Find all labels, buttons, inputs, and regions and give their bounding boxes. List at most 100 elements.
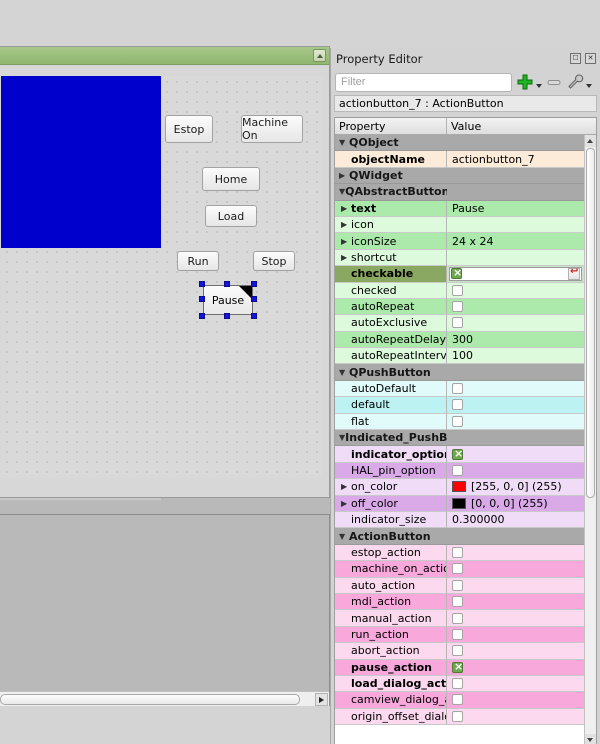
resize-handle-sw[interactable] [199, 313, 205, 319]
checkbox-unchecked-icon[interactable] [452, 563, 463, 575]
property-value[interactable] [447, 643, 584, 660]
pause-button[interactable]: Pause [203, 285, 253, 315]
property-row-autoRepeatDelay[interactable]: autoRepeatDelay 300 [335, 331, 584, 349]
property-value[interactable] [447, 544, 584, 562]
property-value[interactable] [447, 692, 584, 709]
property-value[interactable] [447, 364, 584, 381]
scroll-up-icon[interactable] [585, 135, 596, 147]
property-group-QWidget[interactable]: QWidget [335, 167, 584, 185]
checkbox-unchecked-icon[interactable] [452, 317, 463, 329]
add-plus-icon[interactable] [516, 72, 542, 92]
property-value[interactable]: actionbutton_7 [447, 151, 584, 168]
property-value[interactable]: Pause [447, 200, 584, 217]
scrollbar-thumb[interactable] [0, 694, 300, 705]
chevron-right-icon[interactable] [341, 220, 351, 229]
chevron-right-icon[interactable] [341, 482, 351, 491]
property-value[interactable] [447, 167, 584, 185]
scrollbar-thumb-vertical[interactable] [586, 148, 595, 498]
property-value[interactable] [447, 397, 584, 414]
property-row-manual_action[interactable]: manual_action [335, 610, 584, 627]
chevron-down-icon[interactable] [339, 368, 349, 377]
resize-handle-se[interactable] [251, 313, 257, 319]
property-group-QPushButton[interactable]: QPushButton [335, 364, 584, 381]
property-group-ActionButton[interactable]: ActionButton [335, 528, 584, 545]
property-row-text[interactable]: text Pause [335, 200, 584, 217]
form-button-home[interactable]: Home [202, 167, 260, 191]
resize-handle-ne[interactable] [251, 281, 257, 287]
scroll-down-icon[interactable] [585, 734, 596, 744]
chevron-right-icon[interactable] [339, 171, 349, 180]
property-value[interactable] [447, 577, 584, 594]
remove-dash-icon[interactable] [546, 72, 562, 92]
horizontal-scrollbar[interactable] [0, 691, 329, 706]
chevron-down-icon[interactable] [339, 138, 349, 147]
collapse-icon[interactable] [313, 49, 326, 62]
resize-handle-w[interactable] [199, 296, 205, 302]
property-value[interactable] [447, 266, 584, 283]
property-value[interactable] [447, 610, 584, 627]
form-button-stop[interactable]: Stop [253, 251, 295, 271]
property-value[interactable] [447, 413, 584, 431]
property-value[interactable] [447, 315, 584, 332]
property-value[interactable]: 300 [447, 331, 584, 349]
checkbox-unchecked-icon[interactable] [452, 678, 463, 690]
property-row-iconSize[interactable]: iconSize 24 x 24 [335, 233, 584, 250]
checkbox-unchecked-icon[interactable] [452, 284, 463, 296]
chevron-right-icon[interactable] [341, 499, 351, 508]
checkbox-unchecked-icon[interactable] [452, 645, 463, 657]
color-swatch[interactable] [452, 497, 466, 509]
property-value[interactable] [447, 430, 584, 447]
float-icon[interactable]: ☐ [570, 53, 581, 64]
checkbox-unchecked-icon[interactable] [452, 612, 463, 624]
property-value[interactable] [447, 626, 584, 644]
checkbox-checked-icon[interactable] [451, 266, 462, 280]
checkbox-unchecked-icon[interactable] [452, 399, 463, 411]
property-value[interactable]: 0.300000 [447, 511, 584, 529]
property-row-autoExclusive[interactable]: autoExclusive [335, 315, 584, 332]
property-group-QObject[interactable]: QObject [335, 135, 584, 152]
property-row-machine_on_action[interactable]: machine_on_action [335, 561, 584, 578]
property-group-Indicated_PushButton[interactable]: Indicated_PushButton [335, 430, 584, 447]
resize-handle-s[interactable] [224, 313, 230, 319]
property-row-origin_offset_dialog…[interactable]: origin_offset_dialog… [335, 708, 584, 726]
property-row-autoRepeatInterval[interactable]: autoRepeatInterval 100 [335, 348, 584, 365]
scroll-right-icon[interactable] [315, 693, 328, 706]
chevron-right-icon[interactable] [341, 204, 351, 213]
checkbox-unchecked-icon[interactable] [452, 694, 463, 706]
property-value[interactable]: 100 [447, 348, 584, 365]
property-value[interactable] [447, 708, 584, 726]
property-value[interactable] [447, 446, 584, 463]
checkbox-unchecked-icon[interactable] [452, 383, 463, 395]
checkbox-unchecked-icon[interactable] [452, 415, 463, 427]
checkbox-unchecked-icon[interactable] [452, 546, 463, 558]
checkbox-unchecked-icon[interactable] [452, 579, 463, 591]
property-row-estop_action[interactable]: estop_action [335, 544, 584, 562]
form-titlebar[interactable] [0, 47, 329, 65]
resize-handle-nw[interactable] [199, 281, 205, 287]
property-row-camview_dialog_acti…[interactable]: camview_dialog_acti… [335, 692, 584, 709]
selected-widget-pause[interactable]: Pause [199, 281, 257, 319]
inline-value-editor[interactable] [449, 266, 582, 281]
property-value[interactable]: [255, 0, 0] (255) [447, 479, 584, 496]
property-row-off_color[interactable]: off_color [0, 0, 0] (255) [335, 495, 584, 512]
property-row-abort_action[interactable]: abort_action [335, 643, 584, 660]
property-row-autoRepeat[interactable]: autoRepeat [335, 298, 584, 316]
property-row-checked[interactable]: checked [335, 282, 584, 299]
property-value[interactable]: [0, 0, 0] (255) [447, 495, 584, 512]
property-value[interactable]: 24 x 24 [447, 233, 584, 250]
property-value[interactable] [447, 380, 584, 398]
property-row-shortcut[interactable]: shortcut [335, 249, 584, 267]
form-button-run[interactable]: Run [177, 251, 219, 271]
column-header-value[interactable]: Value [451, 119, 482, 133]
property-row-mdi_action[interactable]: mdi_action [335, 593, 584, 611]
search-input[interactable] [335, 72, 512, 92]
checkbox-unchecked-icon[interactable] [452, 628, 463, 640]
property-value[interactable] [447, 249, 584, 267]
chevron-right-icon[interactable] [341, 253, 351, 262]
checkbox-checked-icon[interactable] [452, 447, 463, 461]
chevron-down-icon[interactable] [339, 532, 349, 541]
wrench-icon[interactable] [566, 72, 592, 92]
property-row-run_action[interactable]: run_action [335, 626, 584, 644]
property-row-checkable[interactable]: checkable [335, 266, 584, 283]
checkbox-unchecked-icon[interactable] [452, 301, 463, 313]
